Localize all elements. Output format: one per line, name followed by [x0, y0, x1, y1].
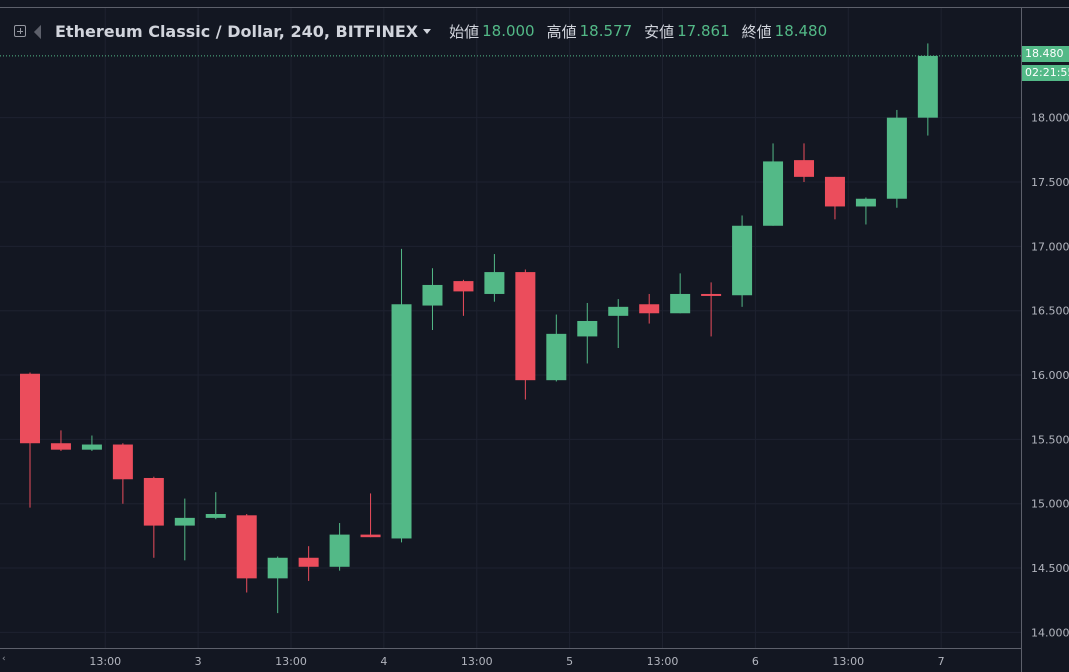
candle-body — [20, 373, 40, 444]
candle[interactable] — [112, 443, 133, 504]
candle-body — [546, 333, 567, 381]
price-axis-label: 18.000 — [1031, 112, 1069, 125]
last-price-tag: 18.480 — [1022, 46, 1069, 62]
candle-body — [701, 293, 722, 296]
low-label: 安値 — [644, 22, 675, 41]
candle[interactable] — [608, 299, 629, 349]
price-axis-label: 14.000 — [1031, 626, 1069, 639]
corner-mark: ‹ — [2, 654, 6, 664]
candle[interactable] — [732, 215, 753, 307]
candle[interactable] — [391, 248, 412, 543]
candle[interactable] — [298, 546, 319, 581]
candle-body — [50, 443, 71, 450]
price-axis-label: 15.000 — [1031, 498, 1069, 511]
price-axis-label: 17.500 — [1031, 176, 1069, 189]
candle[interactable] — [763, 143, 784, 226]
candle-body — [855, 198, 876, 207]
candle-body — [453, 281, 474, 292]
symbol-dropdown-caret-icon[interactable] — [423, 28, 432, 34]
candle[interactable] — [50, 430, 71, 451]
candle[interactable] — [81, 435, 102, 451]
candle[interactable] — [639, 293, 660, 324]
price-axis-label: 15.500 — [1031, 433, 1069, 446]
chart-axes: 14.000 14.500 15.000 15.500 16.000 16.500 17.0… — [0, 7, 1069, 672]
candle-body — [422, 284, 443, 306]
candle-body — [515, 272, 536, 381]
time-axis-label: 13:00 — [832, 655, 864, 668]
candle[interactable] — [794, 143, 814, 183]
time-axis-label: 13:00 — [461, 655, 493, 668]
close-label: 終値 — [741, 22, 772, 41]
candle-body — [577, 320, 598, 337]
candle[interactable] — [484, 254, 505, 302]
close-value: 18.480 — [774, 22, 828, 40]
high-value: 18.577 — [579, 22, 633, 40]
candle[interactable] — [855, 197, 876, 225]
candle-body — [174, 517, 195, 526]
candle-body — [236, 515, 257, 579]
candle-body — [824, 176, 845, 207]
candle[interactable] — [205, 492, 226, 520]
candle[interactable] — [174, 498, 195, 561]
candle-body — [360, 534, 381, 538]
candle-body — [670, 293, 691, 314]
bar-countdown-tag: 02:21:55 — [1022, 65, 1069, 81]
candle-body — [917, 55, 938, 118]
high-label: 高値 — [546, 22, 577, 41]
time-axis-label: 7 — [938, 655, 945, 668]
candle-body — [267, 557, 288, 579]
symbol-title[interactable]: Ethereum Classic / Dollar, 240, BITFINEX — [55, 21, 419, 41]
candle[interactable] — [701, 282, 722, 337]
candle-body — [329, 534, 350, 567]
time-axis-label: 4 — [380, 655, 387, 668]
candle[interactable] — [917, 43, 938, 136]
candle-body — [639, 304, 660, 314]
low-value: 17.861 — [677, 22, 730, 40]
symbol-legend: Ethereum Classic / Dollar, 240, BITFINEX… — [14, 20, 839, 42]
flag-icon[interactable] — [33, 24, 49, 40]
candle[interactable] — [886, 109, 907, 208]
time-axis-label: 6 — [752, 655, 759, 668]
candle-body — [608, 306, 629, 316]
time-axis-label: 3 — [195, 655, 202, 668]
candle-body — [794, 160, 814, 177]
open-label: 始値 — [449, 22, 480, 41]
time-axis-label: 13:00 — [275, 655, 307, 668]
price-axis-label: 17.000 — [1031, 240, 1069, 253]
candle[interactable] — [824, 176, 845, 220]
expand-toggle-icon[interactable] — [14, 25, 26, 37]
open-value: 18.000 — [482, 22, 535, 40]
candle[interactable] — [329, 523, 350, 571]
candle-body — [763, 161, 784, 226]
candle[interactable] — [143, 476, 164, 558]
time-axis-label: 5 — [566, 655, 573, 668]
candle-body — [732, 225, 753, 296]
candle[interactable] — [546, 314, 567, 382]
candle[interactable] — [422, 268, 443, 330]
price-axis-label: 14.500 — [1031, 562, 1069, 575]
candle-body — [143, 477, 164, 526]
candlestick-series — [20, 43, 938, 614]
candle-body — [391, 304, 412, 539]
candle-body — [81, 444, 102, 450]
candle-body — [205, 514, 226, 518]
candle-body — [298, 557, 319, 567]
candle[interactable] — [577, 302, 598, 364]
time-axis-label: 13:00 — [647, 655, 679, 668]
time-axis-label: 13:00 — [89, 655, 121, 668]
candle[interactable] — [20, 372, 40, 508]
price-axis-label: 16.000 — [1031, 369, 1069, 382]
candle[interactable] — [267, 556, 288, 614]
price-axis-label: 16.500 — [1031, 305, 1069, 318]
candle-body — [886, 117, 907, 199]
candle[interactable] — [670, 273, 691, 314]
candle[interactable] — [515, 269, 536, 400]
candle[interactable] — [453, 279, 474, 316]
candle-body — [484, 272, 505, 294]
chart-grid — [0, 8, 1021, 648]
candle[interactable] — [360, 493, 381, 538]
candle[interactable] — [236, 514, 257, 593]
candle-body — [112, 444, 133, 480]
